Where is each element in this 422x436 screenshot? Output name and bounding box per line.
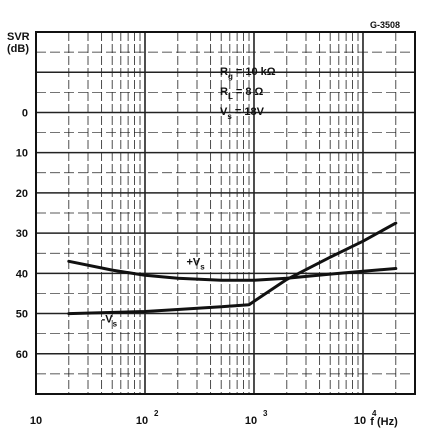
series-line <box>67 221 398 316</box>
x-axis-label: f (Hz) <box>370 416 398 428</box>
y-tick-labels: 0 10 20 30 40 50 60 <box>16 107 28 360</box>
x-tick-exponent: 4 <box>372 409 377 418</box>
grid <box>35 32 416 394</box>
x-tick-base: 10 <box>354 415 366 427</box>
y-tick-label: 0 <box>22 107 28 119</box>
x-tick-base: 10 <box>245 415 257 427</box>
y-tick-label: 50 <box>16 309 28 321</box>
y-tick-label: 30 <box>16 228 28 240</box>
x-tick-label: 10 4 <box>354 409 377 427</box>
x-tick-exponent: 2 <box>154 409 159 418</box>
y-tick-label: 60 <box>16 349 28 361</box>
x-tick-label: 10 2 <box>136 409 159 427</box>
y-tick-label: 20 <box>16 188 28 200</box>
y-axis-label-line2: (dB) <box>7 43 29 55</box>
x-tick-labels: 10 10 2 10 3 10 4 <box>30 409 377 427</box>
y-tick-label: 40 <box>16 268 28 280</box>
plot-frame <box>35 31 416 395</box>
figure-code: G-3508 <box>370 20 400 30</box>
y-tick-label: 10 <box>16 148 28 160</box>
conditions-annotation: Rg = 10 kΩ RL = 8 Ω Vs = 18V <box>220 66 276 121</box>
series-line <box>67 259 398 282</box>
x-tick-label: 10 3 <box>245 409 268 427</box>
condition-line: Rg = 10 kΩ <box>220 66 276 81</box>
y-axis-label-line1: SVR <box>7 31 30 43</box>
series-labels: +Vs -Vs <box>102 256 206 328</box>
series-layer <box>67 221 398 316</box>
x-tick-base: 10 <box>136 415 148 427</box>
x-tick-label: 10 <box>30 415 42 427</box>
condition-line: RL = 8 Ω <box>220 86 264 101</box>
condition-line: Vs = 18V <box>220 106 265 121</box>
series-label: -Vs <box>102 313 118 328</box>
x-tick-base: 10 <box>30 415 42 427</box>
x-tick-exponent: 3 <box>263 409 268 418</box>
series-label: +Vs <box>186 256 205 271</box>
